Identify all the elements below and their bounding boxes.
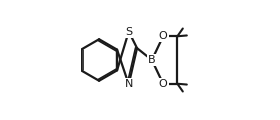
Text: O: O [159,79,167,89]
Text: N: N [125,79,133,89]
Text: B: B [148,55,156,65]
Text: O: O [159,31,167,41]
Text: S: S [125,27,132,36]
